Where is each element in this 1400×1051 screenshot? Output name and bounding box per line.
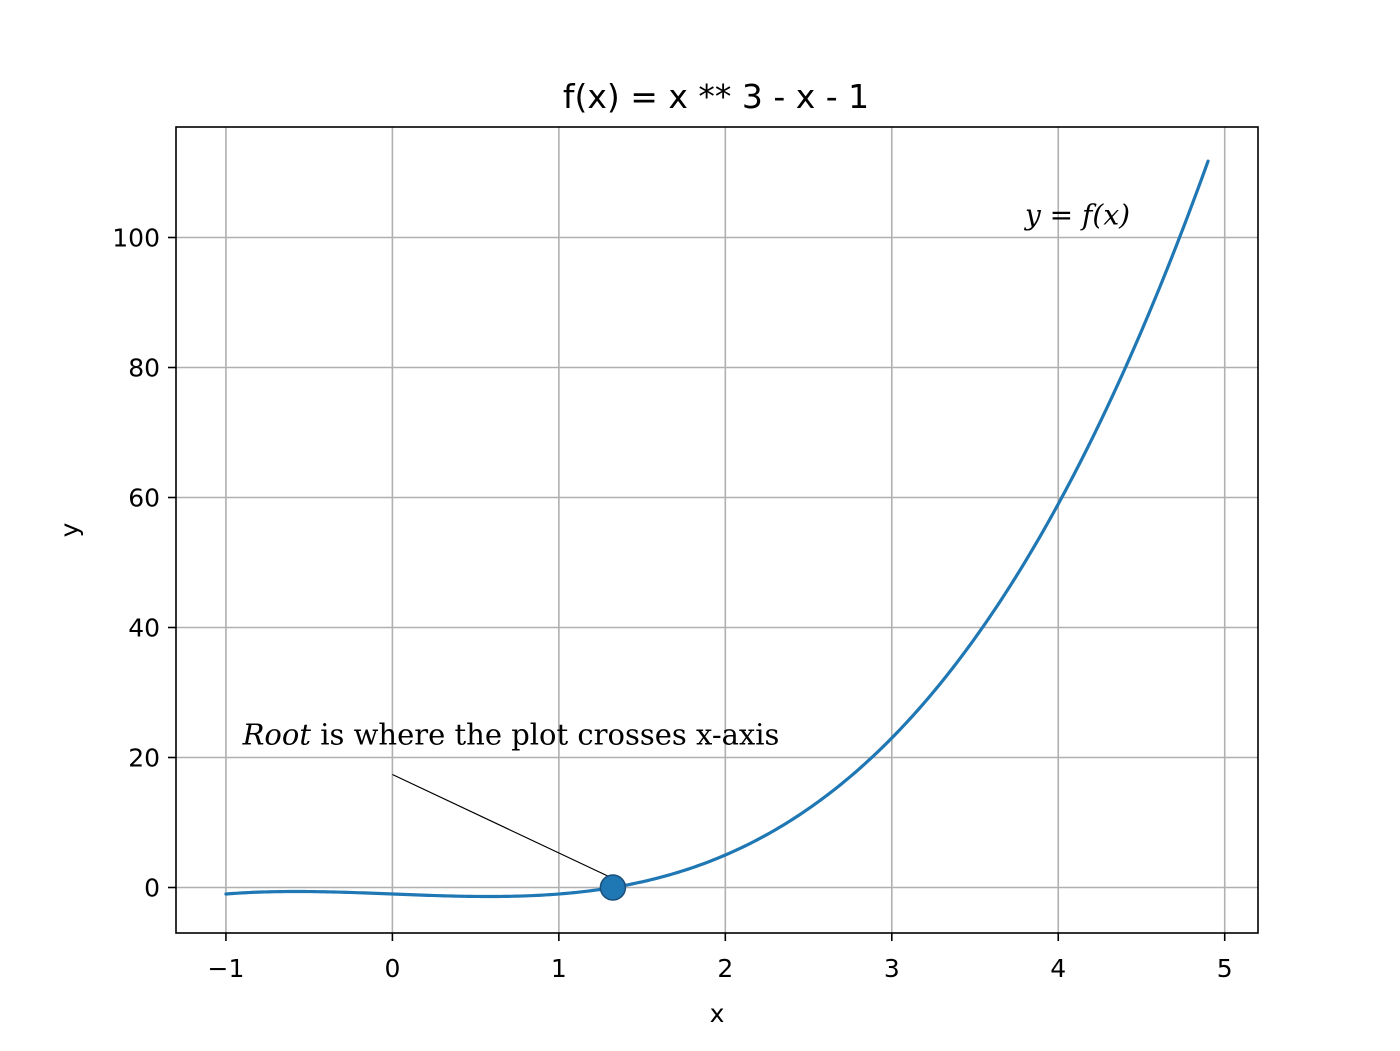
x-tick-label: 1	[551, 954, 567, 983]
x-tick-label: 0	[384, 954, 400, 983]
x-tick-label: 5	[1217, 954, 1233, 983]
plot-area-frame	[175, 126, 1259, 934]
x-axis-ticks: −1 0 1 2 3 4 5	[208, 933, 1233, 983]
root-annotation-italic: Root	[242, 718, 312, 752]
y-tick-label: 60	[128, 484, 160, 513]
root-annotation-text: Root is where the plot crosses x-axis	[242, 718, 780, 752]
x-tick-label: 2	[717, 954, 733, 983]
chart-title: f(x) = x ** 3 - x - 1	[563, 77, 869, 116]
y-axis-ticks: 0 20 40 60 80 100	[112, 224, 176, 903]
series-line	[224, 159, 1210, 899]
y-tick-label: 0	[144, 874, 160, 903]
y-tick-label: 80	[128, 354, 160, 383]
annotation-arrow-line	[392, 773, 612, 879]
y-tick-label: 100	[112, 224, 160, 253]
x-tick-label: 4	[1050, 954, 1066, 983]
root-point-marker	[599, 874, 627, 901]
y-tick-label: 20	[128, 744, 160, 773]
y-tick-label: 40	[128, 614, 160, 643]
curve-label: y = f(x)	[1023, 199, 1130, 232]
x-axis-label: x	[710, 999, 725, 1028]
x-tick-label: −1	[208, 954, 245, 983]
grid	[176, 127, 1258, 933]
root-annotation-rest: is where the plot crosses x-axis	[311, 718, 779, 752]
y-axis-label: y	[55, 522, 84, 537]
x-tick-label: 3	[884, 954, 900, 983]
